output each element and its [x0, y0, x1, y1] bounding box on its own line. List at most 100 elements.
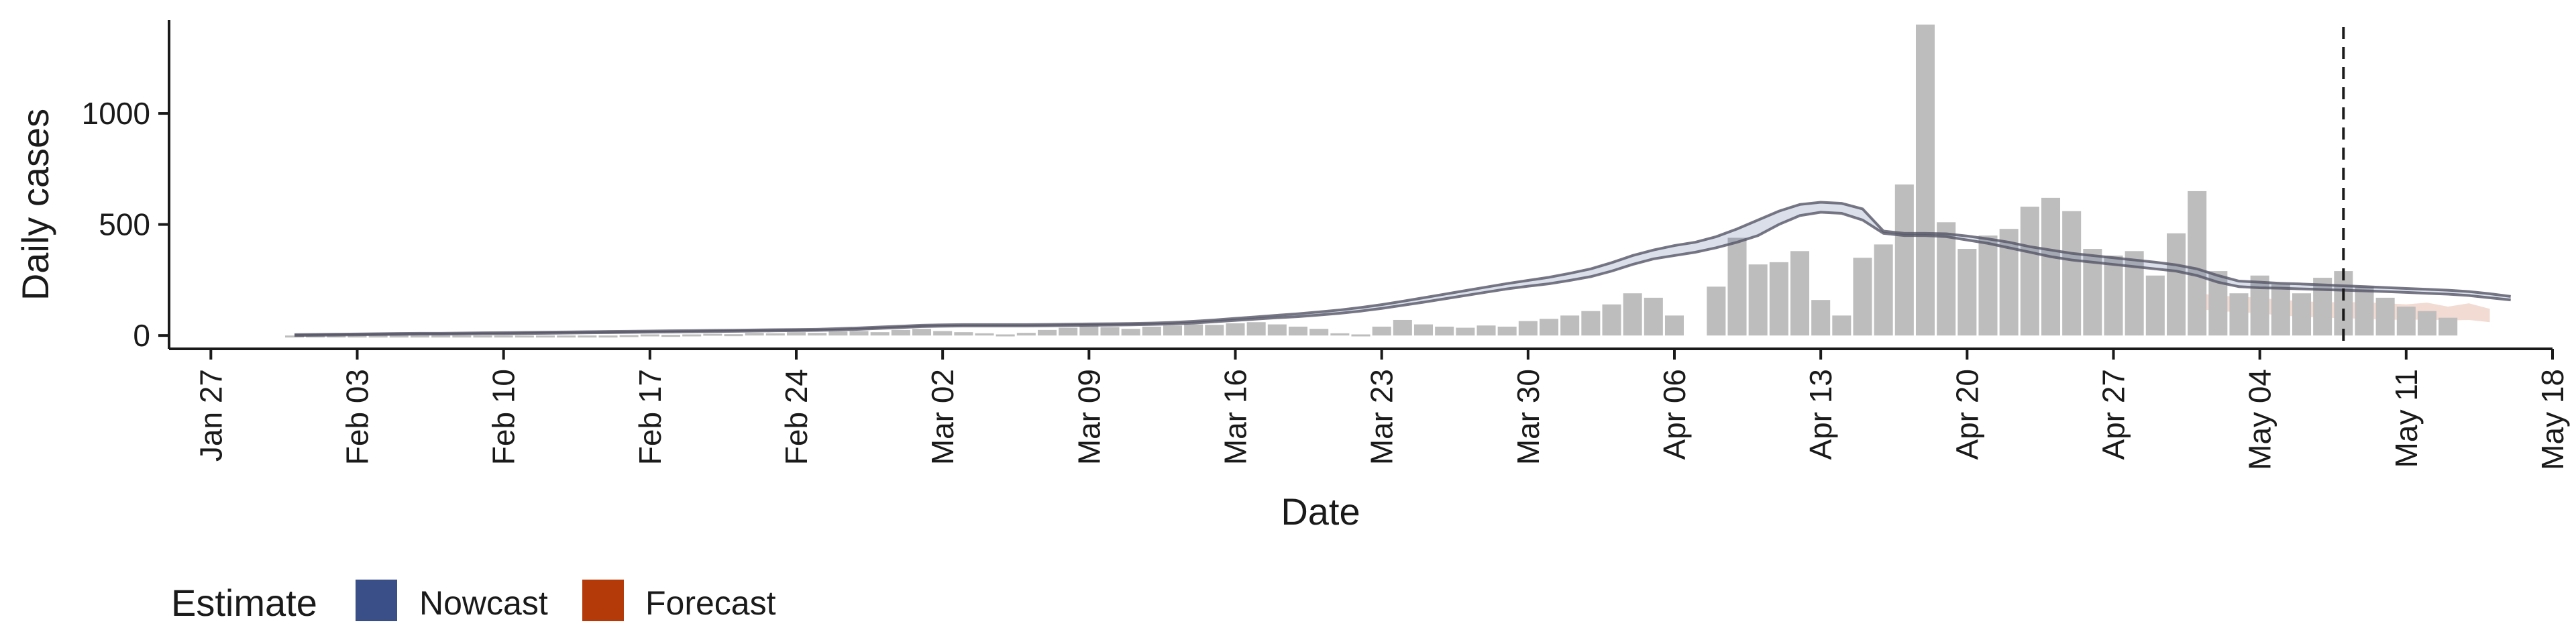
x-axis-title: Date	[1281, 490, 1360, 533]
daily-case-bars	[284, 24, 2458, 338]
case-bar	[1581, 311, 1601, 336]
y-tick-label: 500	[99, 207, 150, 242]
case-bar	[1163, 325, 1183, 336]
case-bar	[891, 329, 910, 336]
y-axis-ticks: 0 500 1000	[82, 96, 169, 353]
case-bar	[1372, 326, 1391, 336]
legend-title: Estimate	[171, 582, 317, 624]
nowcast-band-lower-line	[294, 211, 2511, 337]
case-bar	[1142, 326, 1161, 336]
case-bar	[1121, 329, 1140, 336]
case-bar	[828, 331, 848, 336]
case-bar	[2417, 311, 2437, 336]
case-bar	[1539, 319, 1559, 336]
case-bar	[1811, 300, 1831, 336]
case-bar	[1100, 327, 1120, 336]
case-bar	[1978, 235, 1998, 336]
case-bar	[284, 335, 305, 338]
case-bar	[1477, 325, 1496, 336]
case-bar	[452, 335, 472, 338]
case-bar	[410, 335, 430, 338]
y-axis-title: Daily cases	[14, 109, 56, 301]
x-tick-label: Apr 27	[2096, 369, 2131, 460]
x-tick-label: Feb 17	[633, 369, 667, 465]
case-bar	[619, 335, 639, 337]
case-bar	[1288, 326, 1308, 336]
case-bar	[1037, 329, 1057, 336]
case-bar	[808, 333, 827, 336]
plot-area	[284, 24, 2511, 349]
legend-swatch-forecast	[582, 580, 624, 621]
case-bar	[870, 332, 890, 336]
case-bar	[1226, 323, 1245, 336]
x-tick-label: May 04	[2243, 369, 2277, 470]
case-bar	[2375, 297, 2395, 336]
case-bar	[1644, 297, 1663, 336]
case-bar	[745, 333, 764, 336]
x-tick-label: Feb 03	[340, 369, 375, 465]
case-bar	[2166, 233, 2186, 336]
case-bar	[1707, 286, 1726, 336]
case-bar	[494, 335, 513, 338]
case-bar	[327, 335, 346, 338]
case-bar	[368, 335, 388, 338]
case-bar	[661, 335, 681, 337]
legend-swatch-nowcast	[356, 580, 397, 621]
case-bar	[2396, 307, 2416, 336]
axes: 0 500 1000 Jan 27 Feb 03 Feb 10 Feb 17 Feb 24 M…	[14, 20, 2570, 533]
case-bar	[1059, 327, 1078, 336]
case-bar	[1623, 293, 1642, 336]
case-bar	[557, 335, 576, 338]
case-bar	[786, 332, 806, 336]
case-bar	[2145, 275, 2165, 336]
case-bar	[765, 333, 785, 336]
case-bar	[2334, 271, 2353, 336]
case-bar	[1016, 333, 1036, 336]
case-bar	[1560, 315, 1580, 336]
x-tick-label: Feb 24	[779, 369, 814, 465]
case-bar	[1518, 321, 1538, 336]
case-bar	[1205, 325, 1224, 336]
case-bar	[640, 334, 659, 337]
case-bar	[975, 333, 994, 336]
case-bar	[1957, 249, 1977, 336]
x-tick-label: Mar 16	[1218, 369, 1253, 465]
case-bar	[578, 335, 597, 338]
case-bar	[1894, 184, 1914, 336]
case-bar	[1602, 304, 1621, 336]
case-bar	[1267, 324, 1287, 336]
x-tick-label: Apr 13	[1803, 369, 1838, 460]
case-bar	[1079, 325, 1099, 336]
case-bar	[1727, 237, 1747, 336]
case-bar	[1748, 264, 1768, 336]
case-bar	[1937, 222, 1956, 336]
x-tick-label: Feb 10	[486, 369, 521, 465]
legend: Estimate Nowcast Forecast	[171, 580, 776, 624]
case-bar	[1832, 315, 1851, 336]
nowcast-band-layer	[294, 201, 2511, 337]
case-bar	[1184, 324, 1203, 336]
case-bar	[535, 335, 555, 338]
legend-label-nowcast: Nowcast	[419, 584, 548, 622]
case-bar	[954, 332, 973, 336]
case-bar	[2355, 286, 2374, 336]
x-tick-label: May 18	[2535, 369, 2570, 470]
case-bar	[1456, 327, 1475, 336]
case-bar	[1435, 326, 1454, 336]
x-tick-label: May 11	[2389, 369, 2424, 468]
case-bar	[2292, 293, 2312, 336]
case-bar	[1664, 315, 1684, 336]
case-bar	[598, 335, 618, 338]
case-bar	[1309, 329, 1329, 336]
case-bar	[996, 334, 1015, 337]
case-bar	[1874, 244, 1893, 336]
x-tick-label: Apr 06	[1657, 369, 1692, 460]
case-bar	[1413, 324, 1434, 336]
case-bar	[389, 335, 409, 338]
case-bar	[515, 335, 534, 338]
case-bar	[1246, 322, 1266, 336]
case-bar	[2229, 293, 2249, 336]
x-tick-label: Mar 02	[925, 369, 960, 465]
case-bar	[473, 335, 492, 338]
